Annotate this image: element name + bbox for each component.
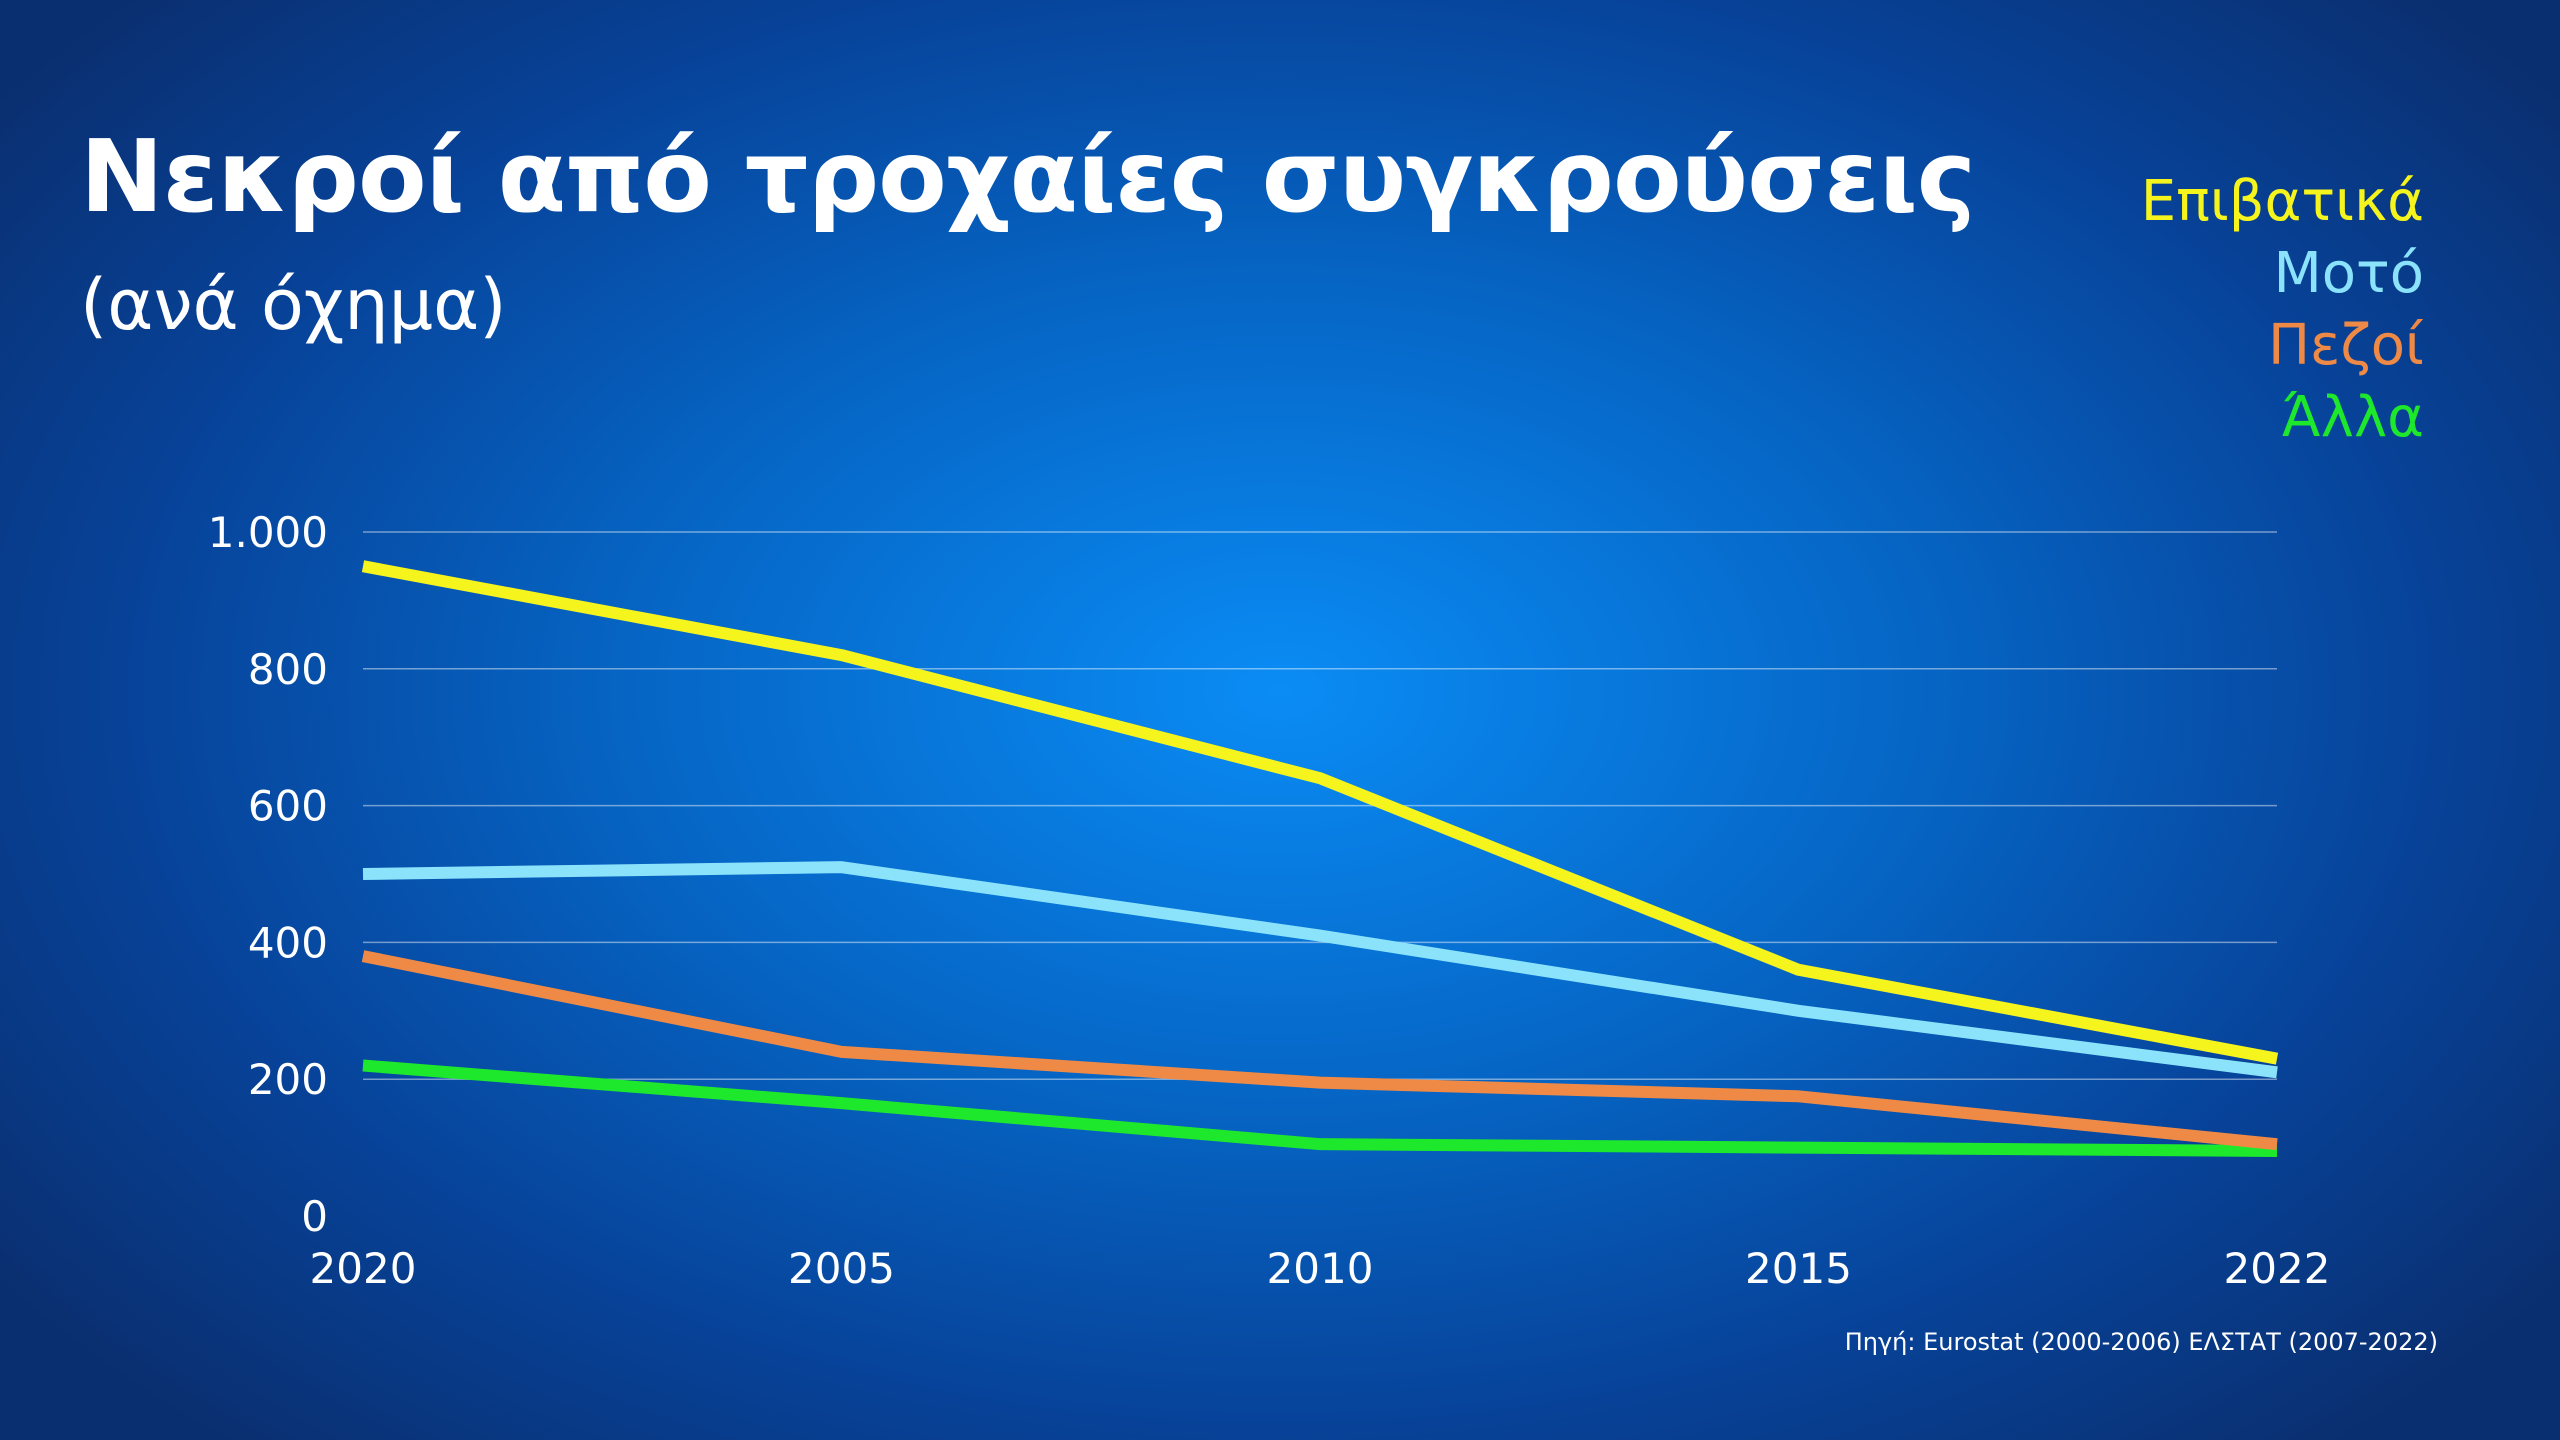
y-tick-label: 800 xyxy=(248,645,328,694)
chart-subtitle: (ανά όχημα) xyxy=(80,264,507,346)
x-tick-label: 2010 xyxy=(1267,1244,1374,1293)
legend-item-passenger-cars: Επιβατικά xyxy=(2140,169,2424,234)
chart-title: Νεκροί από τροχαίες συγκρούσεις (ανά όχη… xyxy=(80,118,1976,364)
y-tick-label: 200 xyxy=(248,1055,328,1104)
x-tick-label: 2022 xyxy=(2224,1244,2331,1293)
legend: Επιβατικά Μοτό Πεζοί Άλλα xyxy=(2141,166,2424,454)
legend-item-pedestrians: Πεζοί xyxy=(2267,313,2424,378)
y-tick-label: 0 xyxy=(301,1192,328,1241)
series-line-0 xyxy=(361,560,2279,1065)
y-tick-label: 400 xyxy=(248,918,328,967)
x-tick-label: 2015 xyxy=(1745,1244,1852,1293)
y-tick-label: 1.000 xyxy=(208,508,328,557)
legend-item-other: Άλλα xyxy=(2282,385,2424,450)
chart-title-main: Νεκροί από τροχαίες συγκρούσεις xyxy=(80,118,1976,235)
x-tick-label: 2005 xyxy=(788,1244,895,1293)
x-tick-label: 2020 xyxy=(310,1244,417,1293)
series-line-3 xyxy=(362,1059,2278,1158)
legend-item-motorcycles: Μοτό xyxy=(2273,241,2424,306)
series-line-2 xyxy=(361,950,2278,1151)
y-tick-label: 600 xyxy=(248,782,328,831)
source-note: Πηγή: Eurostat (2000-2006) ΕΛΣΤΑΤ (2007-… xyxy=(1844,1328,2438,1356)
series-line-1 xyxy=(362,861,2278,1079)
